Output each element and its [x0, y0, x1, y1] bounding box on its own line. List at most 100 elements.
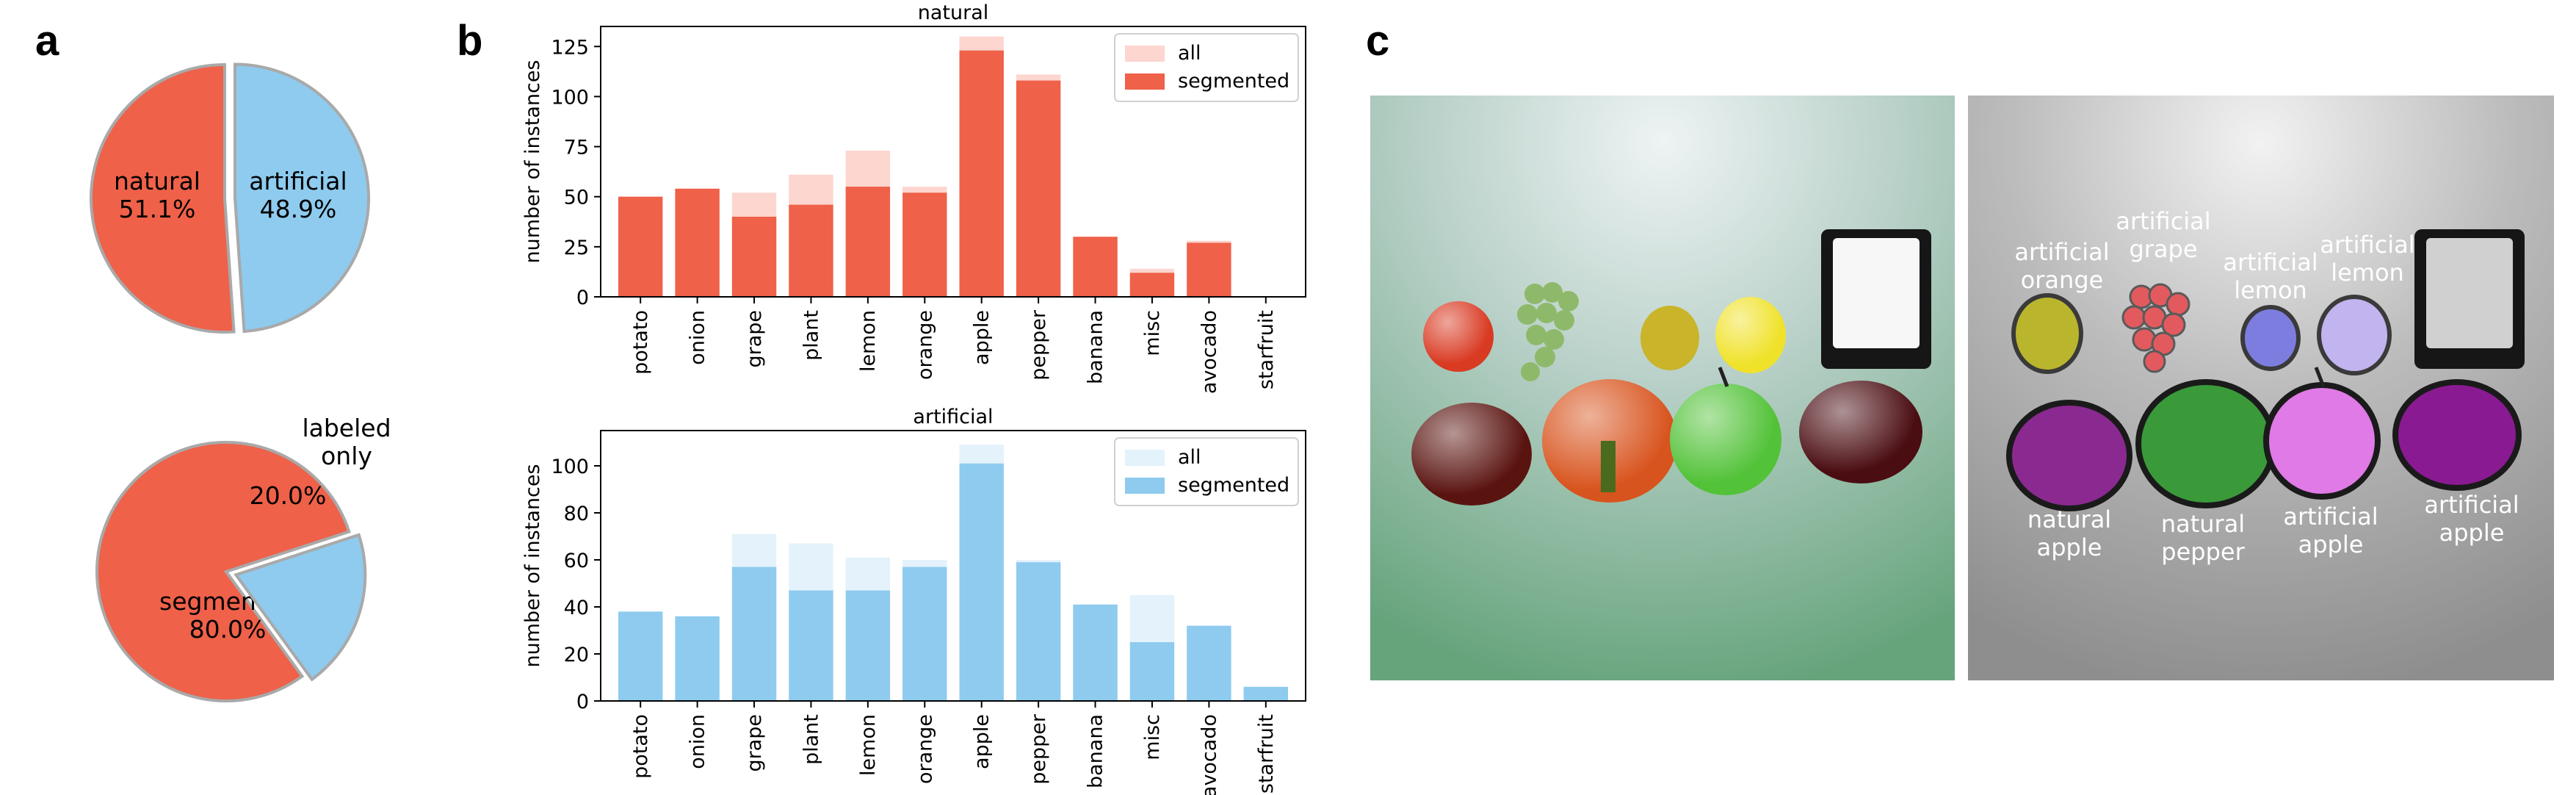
x-tick-label: pepper	[1027, 713, 1050, 785]
panel-letter-c: c	[1366, 17, 1390, 65]
pie-label-artificial: artificial	[249, 167, 347, 195]
legend-swatch-segmented	[1125, 73, 1165, 90]
bar-segmented-avocado	[1187, 625, 1231, 701]
x-tick-label: plant	[800, 310, 822, 361]
bar-segmented-banana	[1073, 604, 1118, 701]
bar-segmented-pepper	[1016, 80, 1061, 297]
x-tick-label: plant	[800, 714, 822, 765]
photo-label: artificial	[2283, 503, 2378, 530]
bar-segmented-plant	[789, 590, 833, 701]
x-tick-label: avocado	[1198, 714, 1220, 795]
y-axis-label: number of instances	[521, 464, 544, 667]
x-tick-label: apple	[971, 714, 994, 769]
y-tick-label: 100	[551, 456, 589, 478]
bar-chart-artificial: artificial 0 20 40 60 80 100 potato onion grape pl…	[521, 406, 1306, 795]
bar-segmented-lemon	[845, 187, 891, 297]
bar-segmented-orange	[902, 566, 947, 701]
y-tick-label: 60	[564, 550, 589, 572]
photo-label: artificial	[2014, 238, 2109, 266]
bar-segmented-avocado	[1187, 242, 1231, 297]
y-tick-label: 0	[576, 287, 589, 309]
bar-segmented-pepper	[1016, 562, 1061, 701]
x-tick-label: grape	[743, 310, 766, 368]
x-tick-label: potato	[629, 310, 652, 375]
x-tick-label: misc	[1141, 714, 1164, 760]
photo-label: natural	[2027, 506, 2111, 533]
y-tick-label: 125	[551, 36, 589, 59]
bar-chart-natural: natural 0 25 50 75 100 125 potato onion grape plan…	[521, 1, 1306, 394]
x-tick-label: orange	[913, 310, 936, 380]
bar-segmented-onion	[675, 616, 720, 701]
legend-label-all: all	[1178, 446, 1201, 469]
bar-segmented-misc	[1129, 642, 1175, 701]
bar-segmented-potato	[618, 196, 663, 297]
x-tick-label: banana	[1085, 714, 1107, 788]
chart-title: artificial	[913, 406, 993, 428]
x-tick-label: pepper	[1027, 309, 1050, 381]
legend-swatch-all	[1125, 450, 1165, 466]
x-tick-label: starfruit	[1255, 714, 1278, 794]
bar-segmented-grape	[731, 216, 777, 297]
bar-segmented-banana	[1073, 237, 1118, 297]
panel-letter-a: a	[35, 17, 59, 65]
pie-pct-natural: 51.1%	[119, 195, 196, 223]
bar-segmented-orange	[902, 193, 947, 297]
x-tick-label: avocado	[1198, 310, 1220, 394]
legend-swatch-segmented	[1125, 478, 1165, 494]
pie-slice-labeled-only	[234, 533, 367, 682]
pie-pct-segmented: 80.0%	[189, 615, 267, 644]
legend-label-all: all	[1178, 42, 1201, 65]
axes-frame	[600, 26, 1306, 298]
photo-segmented-scene	[1968, 96, 2554, 680]
bar-segmented-grape	[731, 566, 777, 701]
y-axis-label: number of instances	[521, 60, 544, 263]
x-tick-label: starfruit	[1255, 310, 1278, 389]
x-tick-label: grape	[743, 714, 766, 772]
legend-swatch-all	[1125, 46, 1165, 62]
pie-label-natural: natural	[114, 167, 200, 195]
bar-segmented-starfruit	[1243, 686, 1288, 701]
photo-label: artificial	[2424, 491, 2519, 519]
chart-title: natural	[918, 1, 989, 24]
bar-segmented-misc	[1129, 273, 1175, 297]
x-tick-label: potato	[629, 714, 652, 779]
pie-slice-segmented	[95, 441, 351, 702]
photo-label: apple	[2298, 530, 2364, 558]
y-tick-label: 100	[551, 86, 589, 109]
y-tick-label: 25	[564, 237, 589, 259]
photo-label: apple	[2037, 533, 2102, 561]
x-tick-label: misc	[1141, 310, 1164, 356]
x-tick-label: onion	[687, 714, 709, 769]
y-tick-label: 0	[576, 691, 589, 713]
bar-segmented-potato	[618, 611, 663, 701]
x-tick-label: lemon	[857, 714, 880, 776]
pie-label-labeled-only: only	[321, 442, 372, 470]
x-tick-label: apple	[971, 310, 994, 365]
y-tick-label: 20	[564, 644, 589, 666]
bar-segmented-plant	[789, 204, 833, 297]
legend-label-segmented: segmented	[1178, 70, 1289, 93]
x-tick-label: lemon	[857, 310, 880, 372]
y-tick-label: 40	[564, 597, 589, 619]
y-tick-label: 75	[564, 137, 589, 159]
photo-label: lemon	[2331, 259, 2404, 287]
photo-label: pepper	[2161, 538, 2245, 566]
photo-label: lemon	[2234, 276, 2307, 304]
bar-segmented-onion	[675, 188, 720, 297]
pie-label-labeled-only: labeled	[302, 414, 391, 442]
y-tick-label: 80	[564, 503, 589, 525]
legend-label-segmented: segmented	[1178, 474, 1289, 497]
bar-segmented-lemon	[845, 590, 891, 701]
photo-label: artificial	[2223, 248, 2318, 276]
pie-slice-artificial	[233, 62, 370, 334]
photo-label: natural	[2161, 510, 2245, 538]
photo-label: apple	[2439, 519, 2505, 547]
pie-pct-artificial: 48.9%	[260, 195, 337, 223]
photo-natural-scene	[1370, 96, 1955, 680]
pie-pct-labeled-only: 20.0%	[250, 481, 327, 510]
bar-segmented-apple	[959, 50, 1004, 297]
